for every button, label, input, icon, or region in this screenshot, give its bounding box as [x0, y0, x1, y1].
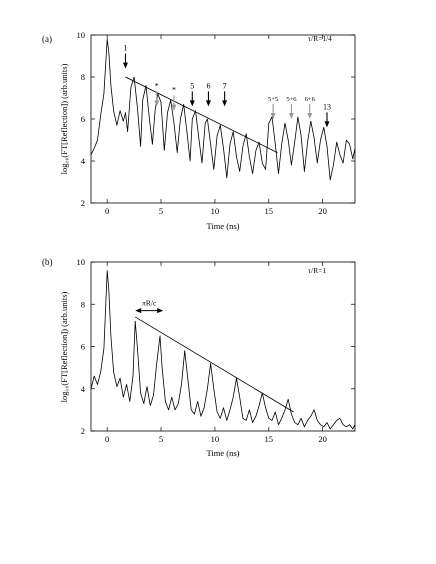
- panel-a-peak-arrowhead: [307, 113, 313, 119]
- panel-b-series-line: [90, 270, 356, 430]
- panel-a-annotation: τ/R=1/4: [308, 34, 332, 43]
- panel-a-peak-label: *: [172, 86, 176, 95]
- panel-a-x-tick-label: 0: [105, 206, 109, 216]
- panel-b-x-tick-label: 20: [318, 434, 327, 444]
- panel-a-series-line: [90, 38, 356, 181]
- panel-b-y-tick-label: 4: [81, 384, 86, 394]
- panel-a-x-axis-label: Time (ns): [207, 221, 240, 231]
- panel-b-label: (b): [42, 257, 53, 267]
- panel-a-x-tick-label: 10: [211, 206, 220, 216]
- panel-a-peak-label: 5: [190, 81, 194, 90]
- panel-b-marks: πR/c: [90, 270, 356, 430]
- panel-b-period-arrowhead-right: [157, 308, 164, 314]
- panel-a-peak-label: 6+6: [305, 96, 316, 103]
- panel-b-x-tick-label: 5: [159, 434, 163, 444]
- panel-b-envelope-line: [134, 316, 294, 413]
- panel-a-y-tick-label: 10: [77, 30, 86, 40]
- panel-a-peak-arrowhead: [122, 62, 128, 69]
- panel-a-peak-arrowhead: [222, 100, 228, 107]
- panel-b-x-tick-label: 10: [211, 434, 220, 444]
- panel-b-y-axis-label: log₁₀(FT[Reflection]) (arb.units): [59, 291, 69, 402]
- panel-a-marks: 1 * * 5 6 7 5+5 5+6 6+6 13: [90, 38, 356, 181]
- panel-b-x-axis-label: Time (ns): [207, 448, 240, 458]
- panel-b-y-tick-label: 6: [81, 342, 85, 352]
- panel-a-peak-label: 6: [206, 81, 210, 90]
- panel-b-annotation: τ/R=1: [308, 266, 326, 275]
- panel-a-peak-label: *: [155, 81, 159, 90]
- panel-b-y-tick-label: 10: [77, 257, 86, 267]
- panel-a-peak-label: 7: [223, 81, 227, 90]
- panel-a-y-axis-label: log₁₀(FT[Reflection]) (arb.units): [59, 63, 69, 174]
- panel-b-plot-frame: [90, 261, 356, 432]
- panel-a-peak-arrowhead: [154, 100, 160, 107]
- panel-b-y-tick-label: 8: [81, 299, 85, 309]
- panel-a-y-tick-label: 6: [81, 114, 85, 124]
- panel-b-period-arrowhead-left: [135, 308, 142, 314]
- panel-a-peak-arrowhead: [270, 113, 276, 119]
- panel-a-peak-label: 13: [323, 102, 331, 111]
- panel-a-plot-frame: [90, 34, 356, 204]
- panel-b-period-label: πR/c: [142, 299, 157, 308]
- panel-a-peak-arrowhead: [324, 121, 330, 128]
- panel-a-peak-arrowhead: [171, 104, 177, 111]
- panel-a-y-tick-label: 8: [81, 72, 85, 82]
- panel-b-x-tick-label: 0: [105, 434, 109, 444]
- panel-a: (a) τ/R=1/4 0 5 10 15 20 2 4 6 8 10 1 * * 5 6 7 5+5 5+6 6…: [42, 30, 356, 231]
- panel-a-y-tick-label: 4: [81, 156, 86, 166]
- panel-a-peak-label: 1: [123, 44, 127, 53]
- panel-a-peak-arrowhead: [189, 100, 195, 107]
- panel-a-x-tick-label: 5: [159, 206, 163, 216]
- panel-a-label: (a): [42, 34, 52, 44]
- panel-b-y-tick-label: 2: [81, 426, 85, 436]
- panel-b-ticks: 0 5 10 15 20 2 4 6 8 10: [77, 257, 355, 444]
- panel-a-peak-label: 5+5: [268, 96, 278, 103]
- panel-a-x-tick-label: 15: [265, 206, 274, 216]
- panel-a-peak-arrowhead: [205, 100, 211, 107]
- panel-a-y-tick-label: 2: [81, 198, 85, 208]
- panel-a-peak-arrowhead: [288, 113, 294, 119]
- panel-b-x-tick-label: 15: [265, 434, 274, 444]
- panel-a-peak-label: 5+6: [286, 96, 297, 103]
- panel-a-envelope-line: [125, 76, 278, 153]
- panel-a-x-tick-label: 20: [318, 206, 327, 216]
